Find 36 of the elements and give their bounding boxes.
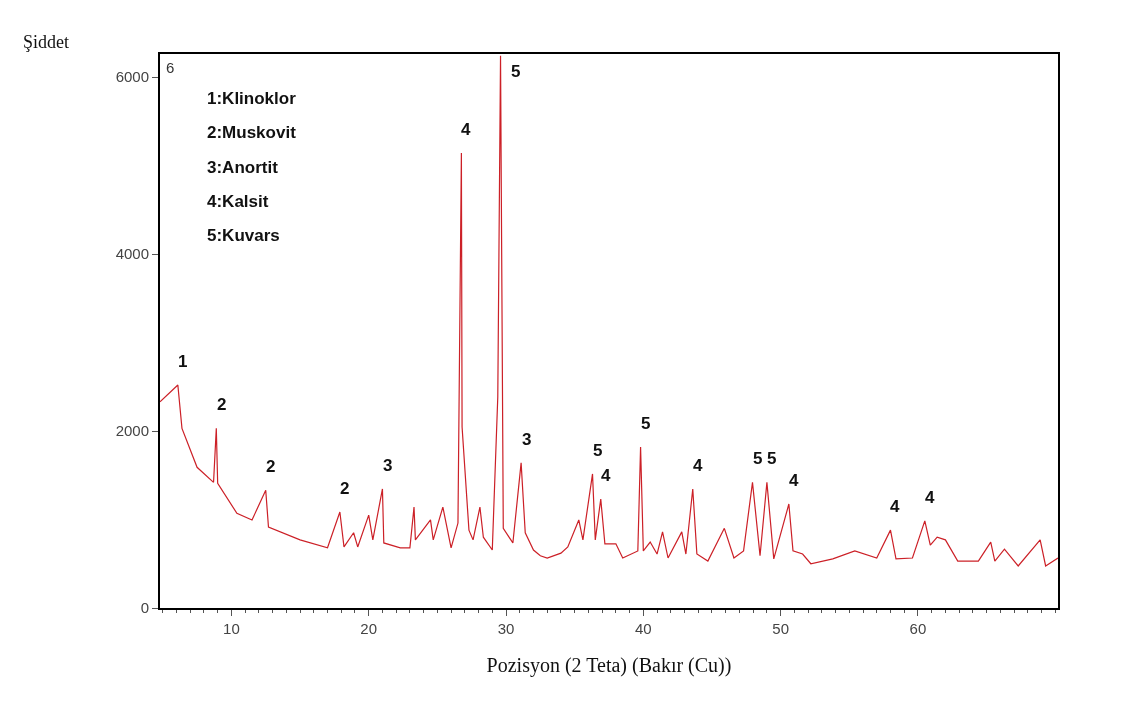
annotation: 5:Kuvars <box>207 226 280 245</box>
x-tick-label: 50 <box>772 620 789 637</box>
x-tick-label: 10 <box>223 620 240 637</box>
line-series <box>160 55 1058 567</box>
annotation: 1:Klinoklor <box>207 89 297 108</box>
annotation: 6 <box>166 59 175 76</box>
y-tick-label: 4000 <box>115 245 149 263</box>
x-axis-title: Pozisyon (2 Teta) (Bakır (Cu)) <box>486 654 732 677</box>
annotation: 2 <box>340 479 350 498</box>
annotation: 5 <box>641 414 651 433</box>
x-tick-label: 60 <box>909 620 927 637</box>
x-tick-label: 20 <box>360 620 378 637</box>
annotation: 4 <box>789 471 799 490</box>
annotation: 3 <box>383 456 393 475</box>
annotation: 5 <box>753 449 763 468</box>
annotation: 4 <box>461 120 471 139</box>
y-tick-label: 0 <box>140 599 149 617</box>
annotation: 3 <box>522 430 532 449</box>
annotation: 1 <box>178 352 188 371</box>
annotation: 4:Kalsit <box>207 192 269 211</box>
annotation: 2:Muskovit <box>207 123 297 142</box>
annotation: 2 <box>217 395 227 414</box>
y-tick-label: 2000 <box>115 422 149 440</box>
annotation: 5 <box>511 62 521 81</box>
annotation: 2 <box>266 457 276 476</box>
y-axis-title: Şiddet <box>23 32 70 52</box>
annotation: 4 <box>890 497 900 516</box>
annotation: 5 <box>593 441 603 460</box>
annotation: 4 <box>601 466 611 485</box>
x-tick-label: 40 <box>634 620 652 637</box>
y-tick-label: 6000 <box>115 68 149 86</box>
annotation: 5 <box>767 449 777 468</box>
x-tick-label: 30 <box>497 620 515 637</box>
annotation: 4 <box>693 456 703 475</box>
annotation: 4 <box>925 488 935 507</box>
annotation: 3:Anortit <box>207 158 279 177</box>
